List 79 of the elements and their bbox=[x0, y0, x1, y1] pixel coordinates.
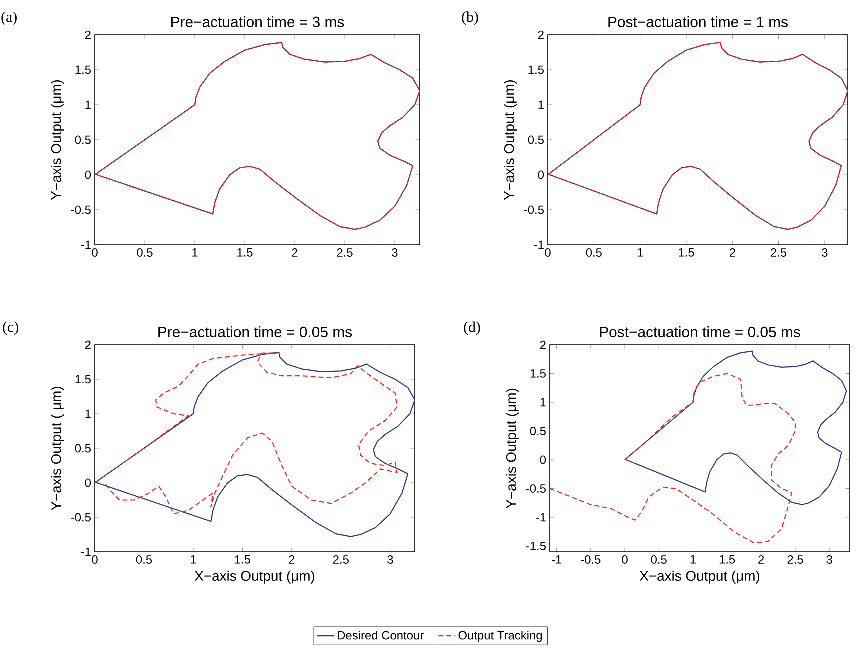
legend-label: Output Tracking bbox=[458, 630, 542, 642]
y-tick-label: -0.5 bbox=[71, 513, 91, 522]
line-series bbox=[549, 373, 796, 544]
x-tick-label: 2.5 bbox=[337, 248, 353, 257]
x-tick-label: 3 bbox=[826, 556, 832, 564]
x-tick-label: -0.5 bbox=[581, 556, 601, 564]
x-tick-label: 1.5 bbox=[235, 556, 250, 564]
line-series bbox=[94, 352, 416, 538]
y-tick-label: -0.5 bbox=[71, 206, 91, 214]
x-tick-label: 0.5 bbox=[586, 248, 602, 257]
text: (d) bbox=[464, 322, 480, 336]
x-tick-label: 2 bbox=[758, 556, 764, 564]
x-tick-label: 1 bbox=[192, 248, 198, 257]
x-tick-label: 0.5 bbox=[137, 248, 153, 257]
y-tick-label: -1 bbox=[536, 513, 546, 522]
x-tick-label: 0 bbox=[92, 248, 98, 257]
x-tick-label: 1.5 bbox=[679, 248, 694, 257]
x-tick-label: 3 bbox=[822, 248, 828, 257]
text: (c) bbox=[3, 322, 18, 336]
y-axis-title: Y−axis Output (μm) bbox=[504, 80, 518, 200]
y-axis-title: Y−axis Output (μm) bbox=[506, 388, 520, 509]
y-tick-label: 0.5 bbox=[75, 444, 91, 453]
x-axis-title: X−axis Output (μm) bbox=[194, 570, 315, 584]
y-axis-title: Y−axis Output ( μm) bbox=[51, 387, 64, 511]
y-tick-label: 0.5 bbox=[75, 136, 91, 144]
y-tick-label: -1 bbox=[81, 548, 91, 556]
chart-title: Pre−actuation time = 3 ms bbox=[172, 16, 344, 28]
x-tick-label: 0 bbox=[622, 556, 628, 564]
text: (a) bbox=[2, 12, 17, 26]
y-tick-label: 1 bbox=[86, 100, 91, 110]
y-tick-label: -1 bbox=[81, 240, 91, 250]
x-tick-label: 3 bbox=[388, 556, 394, 564]
x-axis-title: X−axis Output (μm) bbox=[640, 570, 760, 584]
x-tick-label: 2 bbox=[289, 556, 295, 564]
line-series bbox=[94, 352, 398, 515]
x-tick-label: 2.5 bbox=[771, 248, 787, 257]
y-tick-label: 1 bbox=[86, 410, 91, 418]
x-tick-label: 1 bbox=[690, 556, 696, 564]
x-tick-label: 2.5 bbox=[788, 556, 804, 564]
y-tick-label: 2 bbox=[538, 30, 544, 40]
y-tick-label: 0 bbox=[85, 478, 92, 488]
x-tick-label: 1.5 bbox=[238, 248, 253, 257]
y-tick-label: 0 bbox=[538, 170, 544, 180]
y-tick-label: 1.5 bbox=[528, 66, 544, 74]
y-tick-label: 0.5 bbox=[528, 136, 544, 144]
y-tick-label: 0 bbox=[540, 456, 546, 464]
x-tick-label: 0.5 bbox=[136, 556, 152, 564]
legend-label: Desired Contour bbox=[338, 630, 424, 640]
y-tick-label: 2 bbox=[85, 30, 91, 40]
text: (b) bbox=[462, 12, 478, 26]
x-tick-label: 2 bbox=[730, 248, 736, 257]
x-tick-label: 2 bbox=[292, 248, 298, 257]
x-tick-label: 0.5 bbox=[651, 556, 667, 564]
x-tick-label: 1.5 bbox=[720, 556, 736, 564]
y-tick-label: -0.5 bbox=[524, 206, 544, 214]
y-tick-label: 1.5 bbox=[76, 375, 91, 384]
y-tick-label: -1 bbox=[534, 240, 544, 250]
y-axis-title: Y−axis Output (μm) bbox=[51, 80, 64, 200]
x-tick-label: 0 bbox=[92, 556, 98, 564]
y-tick-label: 0.5 bbox=[530, 427, 546, 436]
y-tick-label: 1.5 bbox=[76, 66, 91, 74]
chart-title: Post−actuation time = 1 ms bbox=[608, 16, 788, 28]
y-tick-label: 1 bbox=[540, 398, 546, 407]
x-tick-label: 2.5 bbox=[333, 556, 349, 564]
x-tick-label: 1 bbox=[191, 556, 196, 564]
y-tick-label: 2 bbox=[540, 340, 546, 350]
y-tick-label: 2 bbox=[85, 340, 91, 350]
y-tick-label: 0 bbox=[85, 170, 92, 180]
line-series bbox=[624, 350, 848, 506]
y-tick-label: 1.5 bbox=[530, 370, 546, 378]
line-series bbox=[547, 42, 849, 230]
y-tick-label: -1.5 bbox=[526, 542, 546, 550]
chart-title: Post−actuation time = 0.05 ms bbox=[600, 326, 800, 338]
y-tick-label: 1 bbox=[538, 100, 544, 110]
chart-title: Pre−actuation time = 0.05 ms bbox=[158, 326, 352, 338]
x-tick-label: -1 bbox=[552, 556, 562, 564]
x-tick-label: 1 bbox=[638, 248, 644, 257]
y-tick-label: -0.5 bbox=[526, 484, 546, 493]
x-tick-label: 3 bbox=[392, 248, 398, 257]
